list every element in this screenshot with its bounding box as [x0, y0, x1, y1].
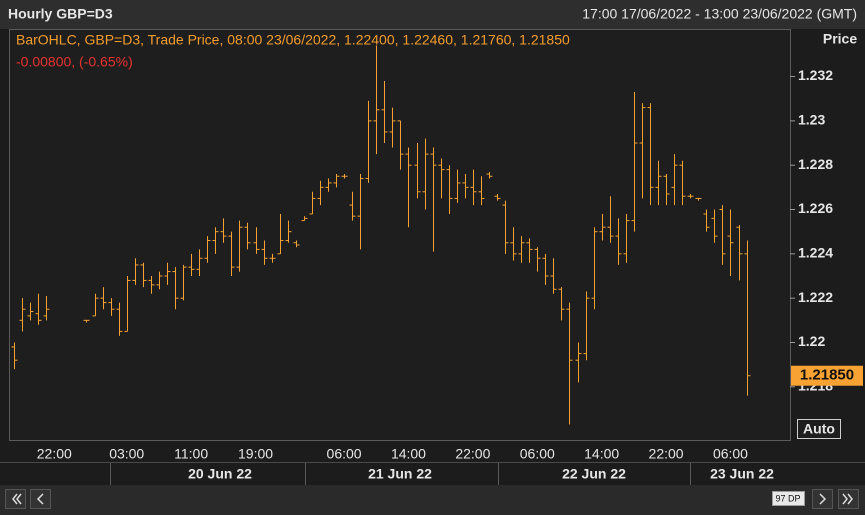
last-price-box [791, 365, 863, 386]
last-price-label: 1.21850 [800, 367, 854, 384]
y-tick-label: 1.22 [798, 333, 825, 349]
first-icon [12, 493, 18, 505]
date-label: 23 Jun 22 [710, 466, 774, 482]
y-tick-label: 1.228 [798, 156, 833, 172]
last-button[interactable] [838, 489, 859, 509]
next-icon [819, 493, 827, 505]
prev-button[interactable] [30, 489, 51, 509]
title: Hourly GBP=D3 [8, 6, 113, 22]
dp-box [772, 491, 805, 506]
x-tick-label: 06:00 [327, 446, 362, 462]
prev-icon [36, 493, 44, 505]
y-tick-label: 1.23 [798, 112, 825, 128]
next-button[interactable] [812, 489, 833, 509]
first-button[interactable] [5, 489, 26, 509]
last-icon [842, 493, 848, 505]
y-tick-label: 1.222 [798, 289, 833, 305]
data-points: 97 DP [775, 493, 800, 503]
x-tick-label: 03:00 [109, 446, 144, 462]
date-range: 17:00 17/06/2022 - 13:00 23/06/2022 (GMT… [582, 6, 857, 22]
auto-button[interactable] [797, 419, 841, 439]
x-tick-label: 14:00 [584, 446, 619, 462]
x-tick-label: 22:00 [455, 446, 490, 462]
change-text: -0.00800, (-0.65%) [16, 54, 133, 70]
date-label: 21 Jun 22 [368, 466, 432, 482]
auto-button-label[interactable]: Auto [803, 421, 835, 437]
x-tick-label: 06:00 [520, 446, 555, 462]
plot-area [9, 29, 791, 441]
last-icon [847, 493, 853, 505]
x-tick-label: 14:00 [391, 446, 426, 462]
x-tick-label: 22:00 [649, 446, 684, 462]
y-tick-label: 1.226 [798, 200, 833, 216]
date-label: 22 Jun 22 [562, 466, 626, 482]
y-tick-label: 1.232 [798, 67, 833, 83]
date-label: 20 Jun 22 [188, 466, 252, 482]
x-tick-label: 22:00 [37, 446, 72, 462]
footer [0, 485, 865, 515]
y-axis-title: Price [823, 31, 857, 47]
x-tick-label: 11:00 [174, 446, 208, 462]
y-tick-label: 1.224 [798, 245, 833, 261]
legend-text: BarOHLC, GBP=D3, Trade Price, 08:00 23/0… [16, 32, 570, 48]
title-bar [0, 0, 865, 29]
x-tick-label: 06:00 [713, 446, 748, 462]
first-icon [16, 493, 22, 505]
x-tick-label: 19:00 [238, 446, 273, 462]
